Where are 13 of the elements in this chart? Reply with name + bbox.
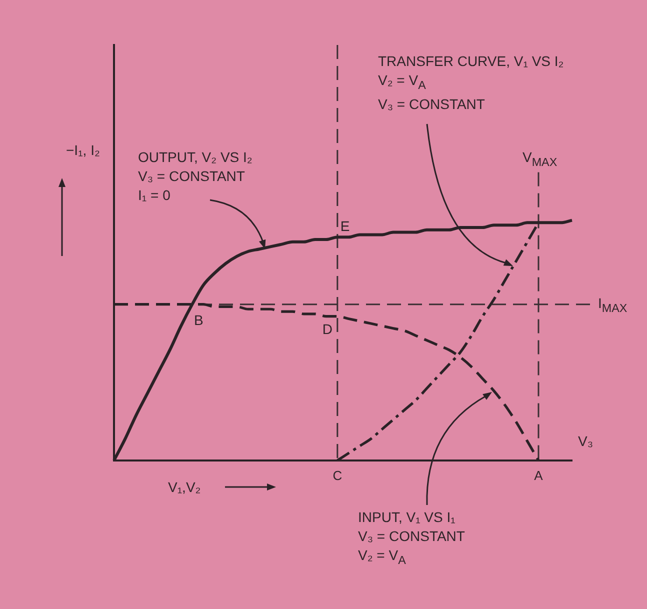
ref-line-label: I$_{MAX}$ xyxy=(598,294,628,318)
x-tick-label: C xyxy=(332,468,342,483)
y-axis-title: −I₁, I₂ xyxy=(66,141,100,160)
text: TRANSFER CURVE, V₁ VS I₂ V₂ = V$_{A}$ V₃ = CONSTANT xyxy=(378,52,564,114)
x-axis-title: V₁,V₂ xyxy=(168,478,201,497)
ref-line-label: V$_{MAX}$ xyxy=(522,148,558,172)
annotation: D xyxy=(322,320,333,340)
text: INPUT, V₁ VS I₁ V₃ = CONSTANT V₂ = V$_{A}$ xyxy=(358,508,465,569)
annotation: B xyxy=(194,311,204,330)
annotation: V₃ xyxy=(578,432,594,451)
x-tick-label: A xyxy=(534,468,544,483)
text: OUTPUT, V₂ VS I₂ V₃ = CONSTANT I₁ = 0 xyxy=(138,148,252,205)
annotation: E xyxy=(340,217,350,236)
